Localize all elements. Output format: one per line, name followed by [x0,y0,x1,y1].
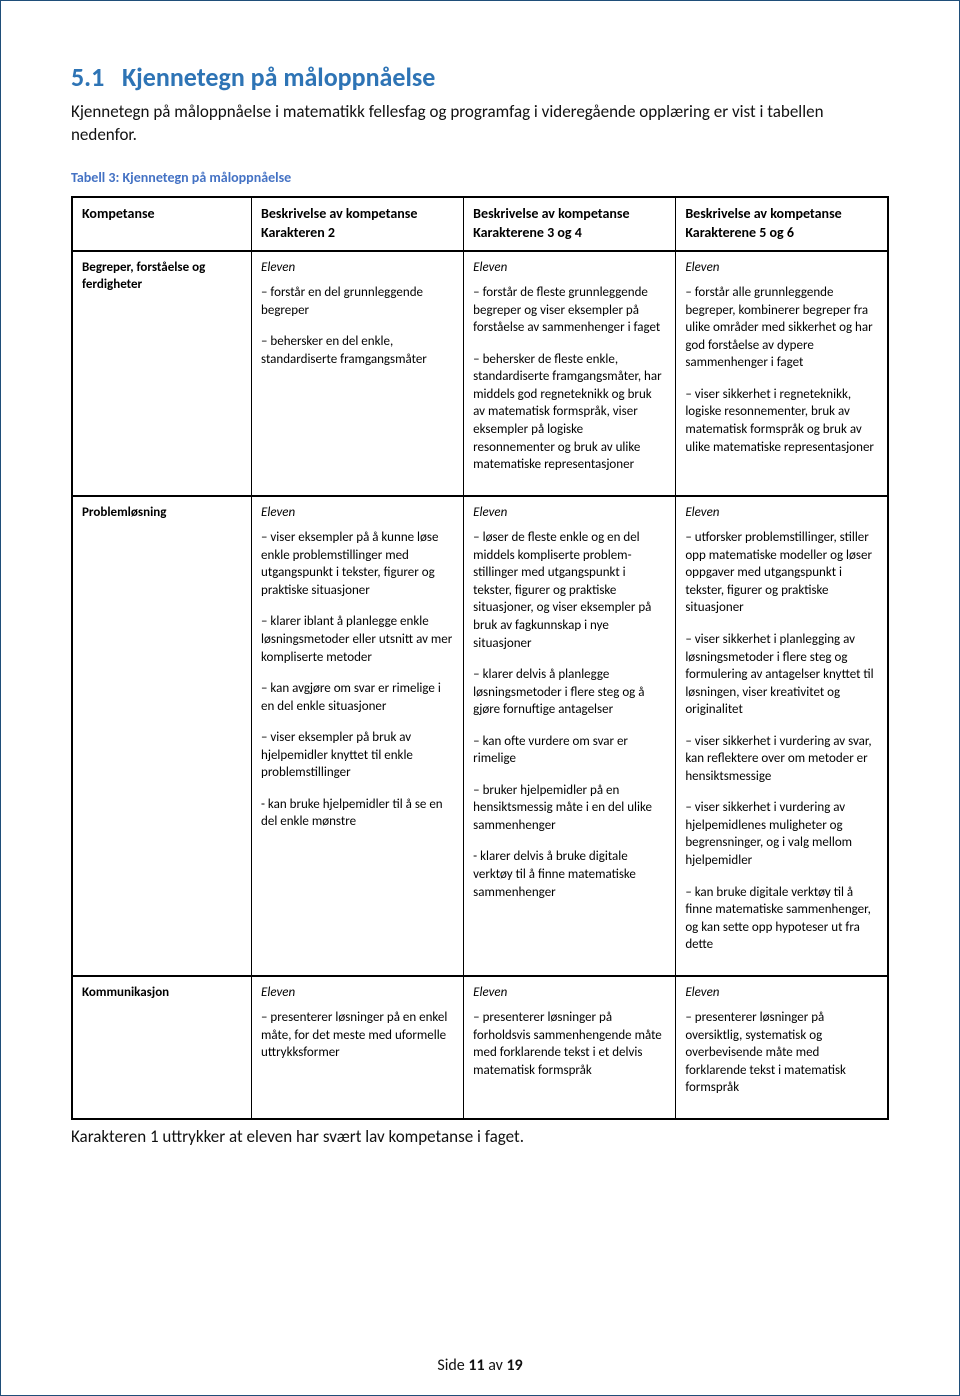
bullet-text: – viser eksempler på bruk av hjelpemidle… [261,729,454,782]
cell-problem-k34: Eleven – løser de fleste enkle og en del… [464,496,676,976]
bullet-text: – kan ofte vurdere om svar er rimelige [473,733,666,768]
row-problemlosning: Problemløsning Eleven – viser eksempler … [72,496,888,976]
bullet-text: – viser sikkerhet i vurdering av hjelpem… [685,799,878,869]
bullet-text: – klarer iblant å planlegge enkle løsnin… [261,613,454,666]
col-header-kompetanse: Kompetanse [72,197,252,251]
row-begreper: Begreper, forståelse og ferdigheter Elev… [72,251,888,496]
bullet-text: – kan avgjøre om svar er rimelige i en d… [261,680,454,715]
heading-number: 5.1 [71,61,104,93]
table-header-row: Kompetanse Beskrivelse av kompetanse Kar… [72,197,888,251]
below-table-note: Karakteren 1 uttrykker at eleven har svæ… [71,1126,889,1147]
heading-title: Kjennetegn på måloppnåelse [122,61,435,93]
bullet-text: – bruker hjelpemidler på en hensiktsmess… [473,782,666,835]
bullet-text: – viser eksempler på å kunne løse enkle … [261,529,454,599]
cell-komm-k34: Eleven – presenterer løsninger på forhol… [464,976,676,1119]
row-label-begreper: Begreper, forståelse og ferdigheter [72,251,252,496]
eleven-label: Eleven [685,984,878,1002]
col-header-line2: Karakterene 5 og 6 [685,224,794,241]
page-container: 5.1 Kjennetegn på måloppnåelse Kjenneteg… [0,0,960,1396]
eleven-label: Eleven [473,504,666,522]
col-header-karakter2: Beskrivelse av kompetanse Karakteren 2 [252,197,464,251]
eleven-label: Eleven [685,504,878,522]
bullet-text: – forstår de fleste grunnleggende begrep… [473,284,666,337]
eleven-label: Eleven [261,504,454,522]
cell-begreper-k34: Eleven – forstår de fleste grunnleggende… [464,251,676,496]
section-heading: 5.1 Kjennetegn på måloppnåelse [71,61,889,93]
bullet-text: – presenterer løsninger på oversiktlig, … [685,1009,878,1097]
cell-begreper-k2: Eleven – forstår en del grunnleggende be… [252,251,464,496]
cell-komm-k56: Eleven – presenterer løsninger på oversi… [676,976,888,1119]
eleven-label: Eleven [473,984,666,1002]
eleven-label: Eleven [261,259,454,277]
bullet-text: – forstår alle grunnleggende begreper, k… [685,284,878,372]
footer-total: 19 [506,1356,522,1375]
eleven-label: Eleven [685,259,878,277]
bullet-text: – presenterer løsninger på en enkel måte… [261,1009,454,1062]
table-caption: Tabell 3: Kjennetegn på måloppnåelse [71,169,889,186]
bullet-text: – behersker de fleste enkle, standardise… [473,351,666,474]
competence-table: Kompetanse Beskrivelse av kompetanse Kar… [71,196,889,1120]
col-header-karakter34: Beskrivelse av kompetanse Karakterene 3 … [464,197,676,251]
bullet-text: – presenterer løsninger på forholdsvis s… [473,1009,666,1079]
bullet-text: – forstår en del grunnleggende begreper [261,284,454,319]
bullet-text: – kan bruke digitale verktøy til å finne… [685,884,878,954]
page-footer: Side 11 av 19 [1,1356,959,1375]
row-label-kommunikasjon: Kommunikasjon [72,976,252,1119]
bullet-text: – utforsker problemstillinger, stiller o… [685,529,878,617]
col-header-line1: Beskrivelse av kompetanse [473,205,629,222]
footer-current: 11 [468,1356,484,1375]
bullet-text: – behersker en del enkle, standardiserte… [261,333,454,368]
row-label-problemlosning: Problemløsning [72,496,252,976]
cell-begreper-k56: Eleven – forstår alle grunnleggende begr… [676,251,888,496]
cell-komm-k2: Eleven – presenterer løsninger på en enk… [252,976,464,1119]
bullet-text: - klarer delvis å bruke digitale verktøy… [473,848,666,901]
col-header-line2: Karakteren 2 [261,224,335,241]
eleven-label: Eleven [473,259,666,277]
intro-paragraph: Kjennetegn på måloppnåelse i matematikk … [71,101,889,147]
bullet-text: - kan bruke hjelpemidler til å se en del… [261,796,454,831]
bullet-text: – viser sikkerhet i regneteknikk, logisk… [685,386,878,456]
col-header-line1: Beskrivelse av kompetanse [685,205,841,222]
footer-mid: av [485,1356,507,1375]
bullet-text: – viser sikkerhet i vurdering av svar, k… [685,733,878,786]
col-header-line2: Karakterene 3 og 4 [473,224,582,241]
bullet-text: – klarer delvis å planlegge løsningsmeto… [473,666,666,719]
bullet-text: – viser sikkerhet i planlegging av løsni… [685,631,878,719]
eleven-label: Eleven [261,984,454,1002]
bullet-text: – løser de fleste enkle og en del middel… [473,529,666,652]
col-header-karakter56: Beskrivelse av kompetanse Karakterene 5 … [676,197,888,251]
footer-prefix: Side [437,1356,468,1375]
row-kommunikasjon: Kommunikasjon Eleven – presenterer løsni… [72,976,888,1119]
cell-problem-k2: Eleven – viser eksempler på å kunne løse… [252,496,464,976]
col-header-line1: Beskrivelse av kompetanse [261,205,417,222]
cell-problem-k56: Eleven – utforsker problemstillinger, st… [676,496,888,976]
